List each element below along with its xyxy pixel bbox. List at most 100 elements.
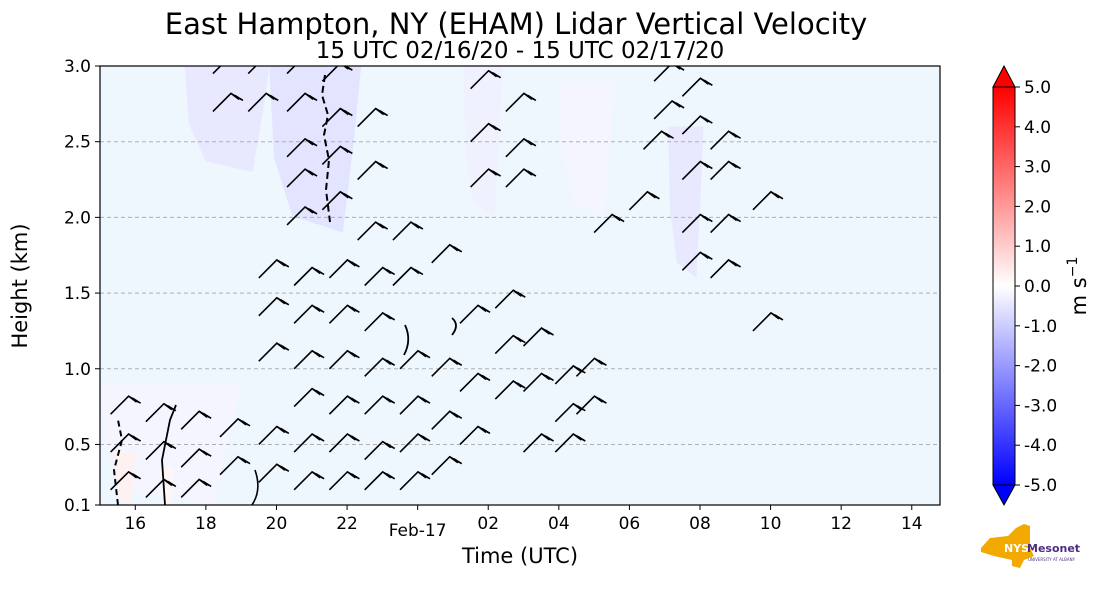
x-tick-label: 22 xyxy=(336,514,358,534)
wind-barb xyxy=(293,387,325,408)
wind-barb xyxy=(431,357,463,377)
x-tick-label: 12 xyxy=(830,514,852,534)
wind-barb xyxy=(258,425,290,446)
wind-barb xyxy=(399,349,431,370)
wind-barb xyxy=(286,205,318,226)
wind-barb xyxy=(145,478,177,498)
y-tick-label: 0.5 xyxy=(64,435,91,455)
x-axis-ticks: 16 18 20 22 Feb-17 02 04 06 08 10 12 14 xyxy=(124,505,923,541)
wind-barb xyxy=(286,137,318,158)
wind-barb xyxy=(364,266,396,287)
nys-mesonet-logo: NYS Mesonet UNIVERSITY AT ALBANY xyxy=(981,524,1080,568)
wind-barb xyxy=(286,168,318,188)
downdraft-region xyxy=(668,126,704,278)
y-tick-label: 2.5 xyxy=(64,133,91,153)
x-tick-label: 10 xyxy=(760,514,782,534)
wind-barb xyxy=(470,69,502,90)
wind-barb xyxy=(494,289,526,309)
wind-barb xyxy=(710,258,742,279)
wind-barb xyxy=(470,168,502,188)
y-tick-label: 3.0 xyxy=(64,57,91,77)
wind-barb xyxy=(505,137,537,158)
wind-barb xyxy=(110,470,142,491)
y-tick-label: 0.1 xyxy=(64,496,91,516)
downdraft-region xyxy=(269,66,362,233)
x-tick-label: 18 xyxy=(195,514,217,534)
downdraft-region xyxy=(463,66,503,218)
wind-barb xyxy=(364,440,396,461)
wind-barb xyxy=(392,221,424,241)
wind-barb xyxy=(431,243,463,264)
wind-barb xyxy=(505,92,537,112)
colorbar-max-extension xyxy=(992,64,1016,88)
wind-barb xyxy=(212,66,222,75)
contour-line xyxy=(112,419,124,505)
contour-line xyxy=(251,469,259,505)
colorbar-tick-label: -2.0 xyxy=(1024,357,1057,377)
colorbar-tick-label: -1.0 xyxy=(1024,317,1057,337)
wind-barb xyxy=(110,395,142,415)
wind-barb xyxy=(258,463,290,483)
wind-barb xyxy=(459,425,491,446)
colorbar-tick-label: 0.0 xyxy=(1024,277,1051,297)
wind-barb xyxy=(470,122,502,143)
wind-barb xyxy=(642,130,674,150)
contour-line xyxy=(161,404,177,505)
y-axis-ticks: 0.1 0.5 1.0 1.5 2.0 2.5 3.0 xyxy=(64,57,100,516)
velocity-contours xyxy=(112,74,457,505)
wind-barb xyxy=(357,107,389,128)
wind-barb xyxy=(110,433,142,453)
updraft-region xyxy=(114,452,136,505)
y-axis-label: Height (km) xyxy=(8,223,32,348)
wind-barb xyxy=(293,349,325,370)
colorbar-tick-label: 1.0 xyxy=(1024,237,1051,257)
wind-barb xyxy=(399,470,431,491)
wind-barb xyxy=(258,296,290,317)
wind-barb xyxy=(286,92,318,112)
colorbar-tick-label: 4.0 xyxy=(1024,118,1051,138)
colorbar-tick-label: 2.0 xyxy=(1024,197,1051,217)
wind-barb xyxy=(494,380,526,400)
wind-barb xyxy=(180,478,212,498)
colorbar-label-exponent: −1 xyxy=(1065,257,1081,278)
colorbar-gradient xyxy=(992,86,1016,486)
colorbar: 5.0 4.0 3.0 2.0 1.0 0.0 -1.0 -2.0 -3.0 -4.0 -5.0 m… xyxy=(992,64,1091,507)
x-tick-label: 06 xyxy=(619,514,641,534)
colorbar-ticks: 5.0 4.0 3.0 2.0 1.0 0.0 -1.0 -2.0 -3.0 -4.0 -5.0 xyxy=(1015,78,1057,496)
wind-barb xyxy=(293,433,325,453)
wind-barb xyxy=(293,266,325,287)
wind-barb xyxy=(258,258,290,279)
downdraft-region xyxy=(184,66,270,172)
wind-barb xyxy=(145,402,177,423)
wind-barb xyxy=(258,342,290,362)
contour-line xyxy=(403,324,410,356)
wind-barb xyxy=(247,92,279,112)
wind-barb xyxy=(219,417,251,438)
x-tick-label: 02 xyxy=(477,514,499,534)
colorbar-tick-label: 5.0 xyxy=(1024,78,1051,98)
wind-barb xyxy=(328,470,360,491)
y-tick-label: 2.0 xyxy=(64,208,91,228)
x-tick-label: 20 xyxy=(266,514,288,534)
colorbar-label: m s−1 xyxy=(1065,257,1091,316)
wind-barb xyxy=(681,251,713,271)
x-tick-label: 04 xyxy=(548,514,570,534)
ny-state-shape-icon xyxy=(981,524,1034,568)
logo-nys: NYS xyxy=(1004,542,1029,555)
y-tick-label: 1.5 xyxy=(64,284,91,304)
wind-barb xyxy=(357,221,389,241)
wind-barb xyxy=(364,470,396,491)
wind-barb xyxy=(710,130,742,150)
wind-barb xyxy=(681,213,713,234)
wind-barb xyxy=(752,311,784,332)
wind-barb xyxy=(364,311,396,332)
x-axis-label: Time (UTC) xyxy=(461,544,578,568)
contour-line xyxy=(451,317,457,336)
x-tick-label: 08 xyxy=(689,514,711,534)
wind-barb xyxy=(293,470,325,491)
wind-barb xyxy=(364,357,396,377)
wind-barb xyxy=(459,304,491,324)
wind-barbs xyxy=(110,66,784,498)
x-tick-label: Feb-17 xyxy=(389,521,447,541)
